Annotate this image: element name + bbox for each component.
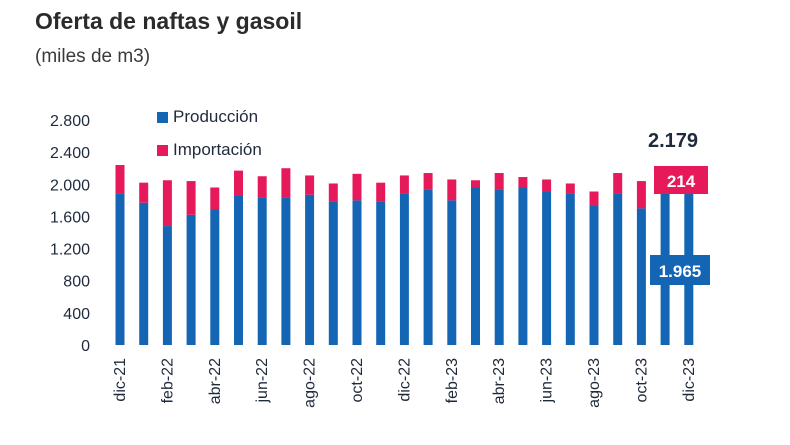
bar-importacion — [542, 179, 552, 192]
bar-importacion — [162, 180, 172, 227]
x-tick-label: ago-23 — [586, 358, 603, 408]
bar-produccion — [162, 226, 172, 345]
importacion-annotation-box — [654, 166, 708, 194]
bar-produccion — [589, 205, 599, 345]
legend: Producción Importación — [157, 107, 262, 159]
bar-importacion — [257, 176, 267, 198]
bar-produccion — [376, 201, 386, 345]
bar-produccion — [352, 200, 362, 345]
bar-produccion — [399, 193, 409, 345]
bar-importacion — [494, 173, 504, 190]
x-axis: dic-21 feb-22 abr-22 jun-22 ago-22 oct-22 dic-… — [112, 358, 698, 408]
y-tick-label: 400 — [63, 306, 90, 323]
bar-importacion — [565, 183, 575, 194]
bar-importacion — [518, 177, 528, 188]
x-tick-label: jun-23 — [539, 358, 556, 404]
chart-title: Oferta de naftas y gasoil — [35, 8, 303, 34]
x-tick-label: dic-23 — [681, 358, 698, 402]
x-tick-label: oct-22 — [349, 358, 366, 403]
bar-importacion — [423, 173, 433, 190]
legend-swatch-produccion — [157, 112, 168, 123]
annotations: 2.179 214 1.965 — [648, 130, 710, 285]
bar-importacion — [115, 165, 125, 194]
bar-importacion — [210, 187, 220, 210]
legend-label-produccion: Producción — [173, 107, 258, 126]
y-tick-label: 2.400 — [50, 145, 90, 162]
bar-produccion — [281, 197, 291, 345]
legend-swatch-importacion — [157, 145, 168, 156]
bar-importacion — [636, 181, 646, 209]
bar-produccion — [328, 201, 338, 345]
bar-produccion — [234, 195, 243, 345]
x-tick-label: oct-23 — [633, 358, 650, 403]
bars — [115, 165, 694, 345]
bar-importacion — [139, 182, 149, 203]
bar-importacion — [186, 181, 196, 215]
legend-label-importacion: Importación — [173, 140, 262, 159]
bar-importacion — [471, 180, 480, 188]
bar-importacion — [234, 170, 243, 196]
y-axis: 0 400 800 1.200 1.600 2.000 2.400 2.800 — [50, 113, 90, 355]
x-tick-label: abr-22 — [207, 358, 224, 404]
bar-importacion — [613, 173, 623, 194]
y-tick-label: 2.000 — [50, 177, 90, 194]
x-tick-label: abr-23 — [491, 358, 508, 404]
bar-produccion — [447, 200, 457, 345]
chart-subtitle: (miles de m3) — [35, 46, 151, 67]
bar-produccion — [471, 187, 480, 345]
bar-produccion — [115, 193, 125, 345]
bar-produccion — [305, 194, 315, 345]
bar-importacion — [376, 182, 386, 202]
bar-importacion — [281, 168, 291, 198]
y-tick-label: 0 — [81, 338, 90, 355]
produccion-annotation-box — [650, 255, 710, 285]
bar-produccion — [139, 202, 149, 345]
x-tick-label: feb-23 — [444, 358, 461, 403]
x-tick-label: dic-21 — [112, 358, 129, 402]
bar-importacion — [352, 173, 362, 201]
x-tick-label: dic-22 — [396, 358, 413, 402]
bar-importacion — [589, 191, 599, 206]
bar-produccion — [565, 193, 575, 345]
bar-produccion — [257, 197, 267, 345]
y-tick-label: 2.800 — [50, 113, 90, 130]
produccion-annotation: 1.965 — [659, 262, 702, 281]
bar-importacion — [305, 175, 315, 195]
bar-produccion — [423, 189, 433, 345]
y-tick-label: 1.600 — [50, 209, 90, 226]
bar-importacion — [447, 179, 457, 201]
bar-produccion — [542, 191, 552, 345]
x-tick-label: feb-22 — [159, 358, 176, 403]
x-tick-label: ago-22 — [302, 358, 319, 408]
importacion-annotation: 214 — [667, 172, 696, 191]
bar-importacion — [399, 175, 409, 194]
bar-importacion — [328, 183, 338, 202]
total-annotation: 2.179 — [648, 130, 698, 152]
bar-produccion — [186, 214, 196, 345]
y-tick-label: 800 — [63, 274, 90, 291]
x-tick-label: jun-22 — [254, 358, 271, 404]
bar-produccion — [518, 187, 528, 345]
bar-produccion — [636, 208, 646, 345]
bar-produccion — [210, 210, 220, 345]
bar-produccion — [613, 193, 623, 345]
y-tick-label: 1.200 — [50, 242, 90, 259]
bar-produccion — [494, 189, 504, 345]
